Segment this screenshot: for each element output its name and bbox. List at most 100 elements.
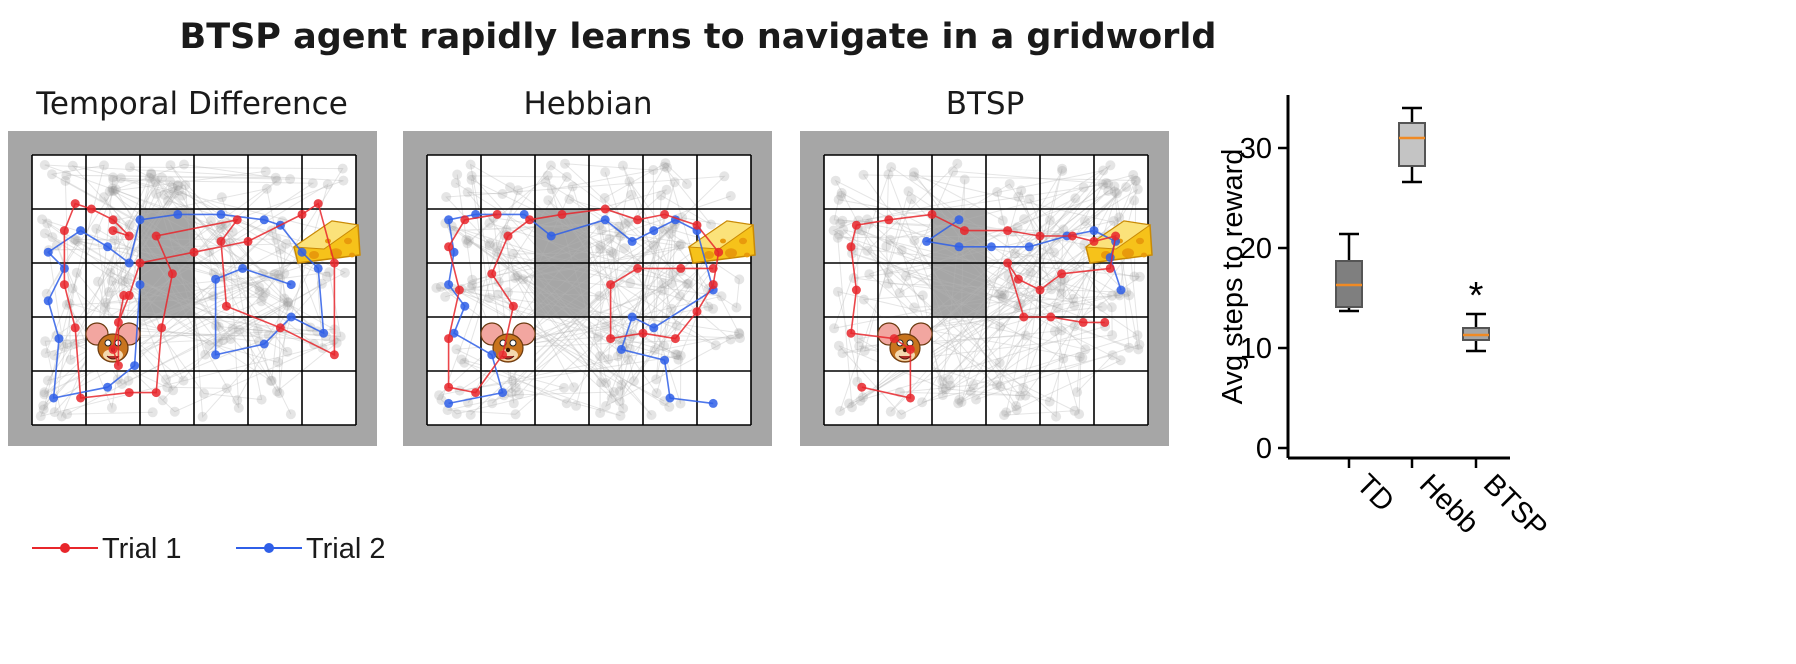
other-trial-point [47,232,58,243]
other-trial-point [885,406,896,417]
other-trial-point [595,408,606,418]
trial2-point [130,361,140,371]
other-trial-point [706,219,716,230]
other-trial-point [725,334,736,345]
trial2-point [76,226,86,236]
trial2-point [103,242,113,252]
cheese-hole [739,237,747,245]
other-trial-point [996,291,1007,301]
other-trial-point [1078,182,1089,193]
other-trial-point [675,350,686,361]
other-trial-point [337,163,348,174]
other-trial-point [836,187,847,198]
trial1-point [460,215,470,225]
other-trial-point [854,341,865,352]
other-trial-point [971,394,982,405]
trial2-point [1116,285,1126,295]
other-trial-point [99,160,109,171]
other-trial-point [959,174,970,185]
other-trial-point [1115,355,1126,366]
other-trial-point [106,402,117,413]
gridworld-panels: Temporal Difference Hebbian BTSP [8,86,1169,446]
trial2-point [708,398,718,408]
other-trial-point [1103,178,1113,189]
other-trial-point [600,167,611,178]
other-trial-point [1109,181,1120,192]
trial1-path [63,202,336,399]
other-trial-point [70,234,81,245]
other-trial-point [451,408,462,419]
other-trial-point [115,173,126,184]
other-trial-path [440,190,743,417]
other-trial-point [40,336,51,347]
other-trial-point [227,227,238,237]
trial1-point [708,263,718,273]
trial1-point [243,236,253,246]
trial2-point [259,215,269,225]
cheese-hole [720,238,726,244]
trial2-point [211,350,221,360]
other-trial-point [614,396,625,407]
other-trial-point [225,334,236,345]
cheese-hole [1122,248,1134,258]
trial1-point [846,328,856,338]
other-trial-point [436,395,447,405]
other-trial-point [837,215,848,226]
other-trial-point [540,177,551,188]
other-trial-point [673,354,684,365]
trial2-point [649,226,659,236]
other-trial-point [159,189,170,200]
other-trial-point [999,410,1010,421]
trial2-point [259,339,269,349]
other-trial-point [216,192,227,203]
other-trial-point [487,398,498,409]
trial1 [59,199,339,403]
other-trial-point [665,228,676,239]
other-trial-point [708,303,719,314]
trial1-point [846,242,856,252]
trial2-point [444,215,454,225]
other-trial-point [1098,165,1109,176]
panel-title: BTSP [946,86,1025,122]
other-trial-point [65,354,76,365]
cheese-hole [744,252,750,258]
other-trial-point [656,190,667,201]
other-trial-point [858,294,869,305]
other-trial-point [834,229,845,240]
other-trial-point [107,183,118,194]
other-trial-point [662,162,673,173]
other-trial-point [1013,191,1024,202]
other-trial-point [467,274,478,285]
trial1-point [216,236,226,246]
other-trial-point [514,389,525,400]
trial2-point [135,280,145,290]
other-trial-point [157,172,167,183]
other-trial-point [331,337,342,348]
y-tick-label: 10 [1240,333,1272,365]
other-trial-point [162,382,173,393]
other-trial-point [560,158,570,169]
other-trial-point [953,398,964,409]
trial2-point [319,328,329,338]
other-trial-point [612,351,623,362]
other-trial-point [271,234,282,245]
trial1-point [692,220,702,230]
other-trial-point [1055,282,1066,292]
trial2-point [297,247,307,257]
trial1-point [503,231,513,241]
trial1-point [1057,269,1067,279]
trial1-point [1019,312,1029,322]
other-trial-point [659,161,670,172]
other-trial-point [273,269,284,280]
other-trial-point [881,241,892,252]
cheese-hole [1141,252,1147,258]
other-trial-point [335,331,346,342]
trial1-point [927,209,937,219]
trial1-point [232,215,242,225]
other-trial-point [1025,267,1036,278]
other-trial-point [659,341,670,351]
trial1 [846,209,1121,403]
other-trial-point [122,274,133,285]
other-trial-point [163,195,173,206]
